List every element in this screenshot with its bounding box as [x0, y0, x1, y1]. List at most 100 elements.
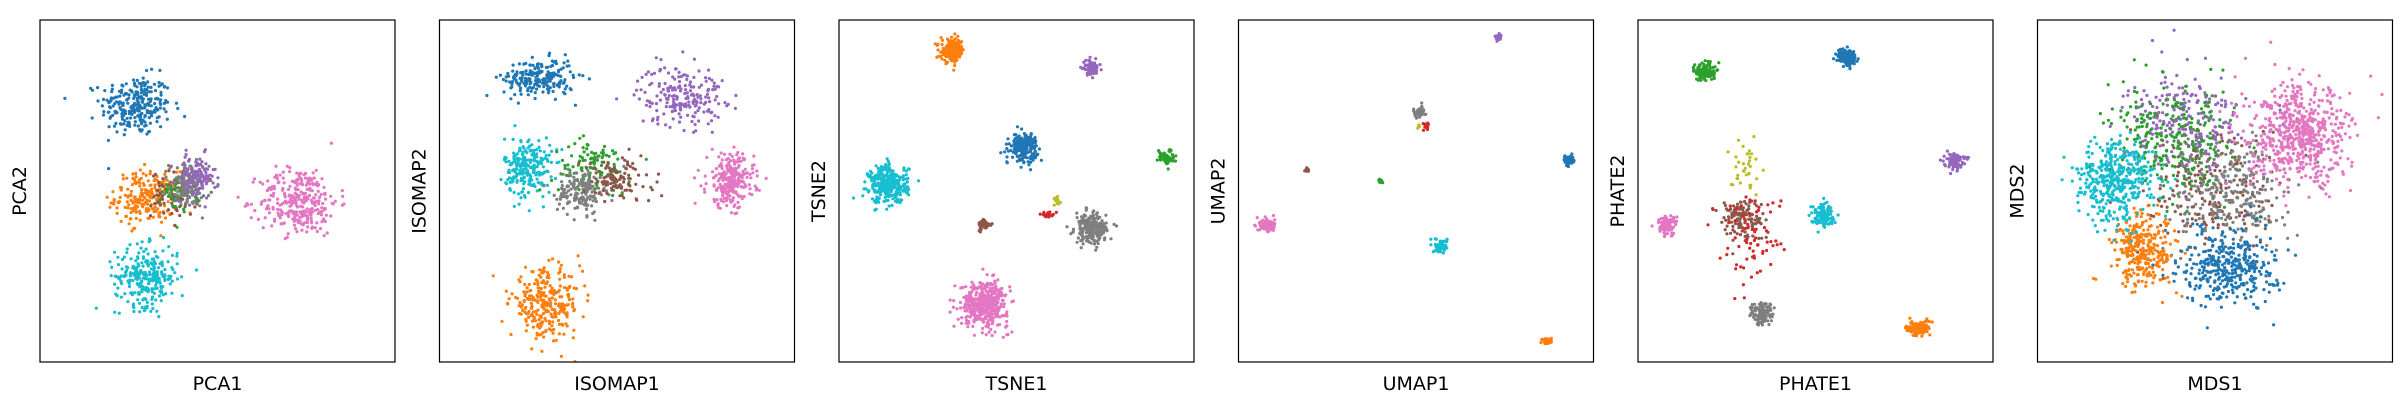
point	[693, 122, 697, 127]
point	[152, 265, 157, 270]
point	[940, 38, 945, 43]
point	[1031, 138, 1035, 142]
point	[877, 200, 881, 204]
point	[146, 85, 150, 89]
point	[641, 119, 645, 123]
point	[132, 267, 137, 271]
point	[313, 200, 317, 204]
point	[644, 173, 649, 177]
point	[135, 90, 140, 94]
point	[514, 161, 518, 165]
point	[284, 201, 289, 205]
point	[730, 167, 735, 171]
point	[504, 79, 508, 83]
point	[691, 99, 695, 104]
point	[187, 203, 192, 207]
point	[520, 170, 524, 175]
point	[1441, 251, 1445, 255]
point	[525, 286, 529, 290]
point	[145, 192, 149, 196]
point	[126, 206, 130, 210]
point	[532, 154, 536, 159]
point	[180, 174, 184, 178]
point	[732, 183, 736, 188]
point	[188, 212, 192, 216]
point	[584, 192, 588, 196]
point	[1413, 114, 1417, 118]
point	[627, 173, 631, 177]
point	[581, 134, 586, 138]
point	[114, 95, 118, 99]
point	[730, 154, 734, 158]
point	[316, 189, 320, 193]
point	[983, 223, 987, 227]
point	[515, 173, 519, 177]
point	[249, 216, 253, 220]
point	[1087, 68, 1091, 72]
point	[645, 99, 650, 103]
point	[989, 327, 993, 331]
point	[546, 170, 550, 174]
point	[541, 271, 545, 275]
point	[112, 199, 116, 203]
point	[521, 308, 525, 313]
point	[152, 174, 156, 178]
point	[521, 159, 525, 163]
point	[677, 120, 682, 124]
point	[551, 315, 555, 319]
point	[583, 158, 587, 162]
point	[266, 179, 270, 183]
point	[132, 309, 136, 314]
point	[540, 349, 544, 353]
point	[673, 77, 677, 81]
point	[548, 86, 552, 90]
point	[595, 186, 599, 190]
point	[320, 206, 324, 210]
point	[512, 204, 516, 208]
point	[1036, 152, 1040, 156]
point	[129, 109, 133, 113]
point	[1441, 244, 1445, 248]
point	[211, 181, 215, 185]
point	[293, 180, 297, 185]
point	[303, 176, 308, 180]
point	[319, 192, 323, 196]
point	[529, 301, 533, 305]
point	[150, 67, 154, 71]
point	[539, 286, 543, 290]
point	[672, 86, 677, 90]
point	[557, 304, 561, 308]
point	[963, 309, 967, 313]
point	[895, 200, 899, 204]
point	[321, 218, 325, 222]
point	[757, 188, 761, 192]
point	[704, 79, 708, 83]
point	[272, 187, 277, 191]
point	[618, 194, 622, 198]
point	[890, 203, 894, 207]
point	[194, 200, 198, 204]
point	[278, 173, 282, 177]
point	[1002, 305, 1006, 309]
point	[127, 222, 131, 226]
point	[969, 285, 973, 289]
point	[581, 197, 586, 201]
point	[134, 216, 138, 220]
point	[626, 162, 630, 166]
point	[1572, 159, 1576, 163]
point	[161, 249, 165, 253]
point	[542, 77, 546, 81]
point	[340, 189, 344, 193]
cluster-purple	[1493, 31, 1503, 43]
point	[546, 84, 550, 88]
point	[267, 198, 271, 202]
point	[655, 109, 659, 113]
point	[879, 187, 883, 191]
point	[565, 212, 569, 216]
point	[999, 305, 1003, 309]
point	[558, 197, 563, 201]
point	[101, 97, 106, 101]
point	[310, 189, 314, 193]
point	[958, 55, 962, 59]
point	[199, 171, 203, 175]
